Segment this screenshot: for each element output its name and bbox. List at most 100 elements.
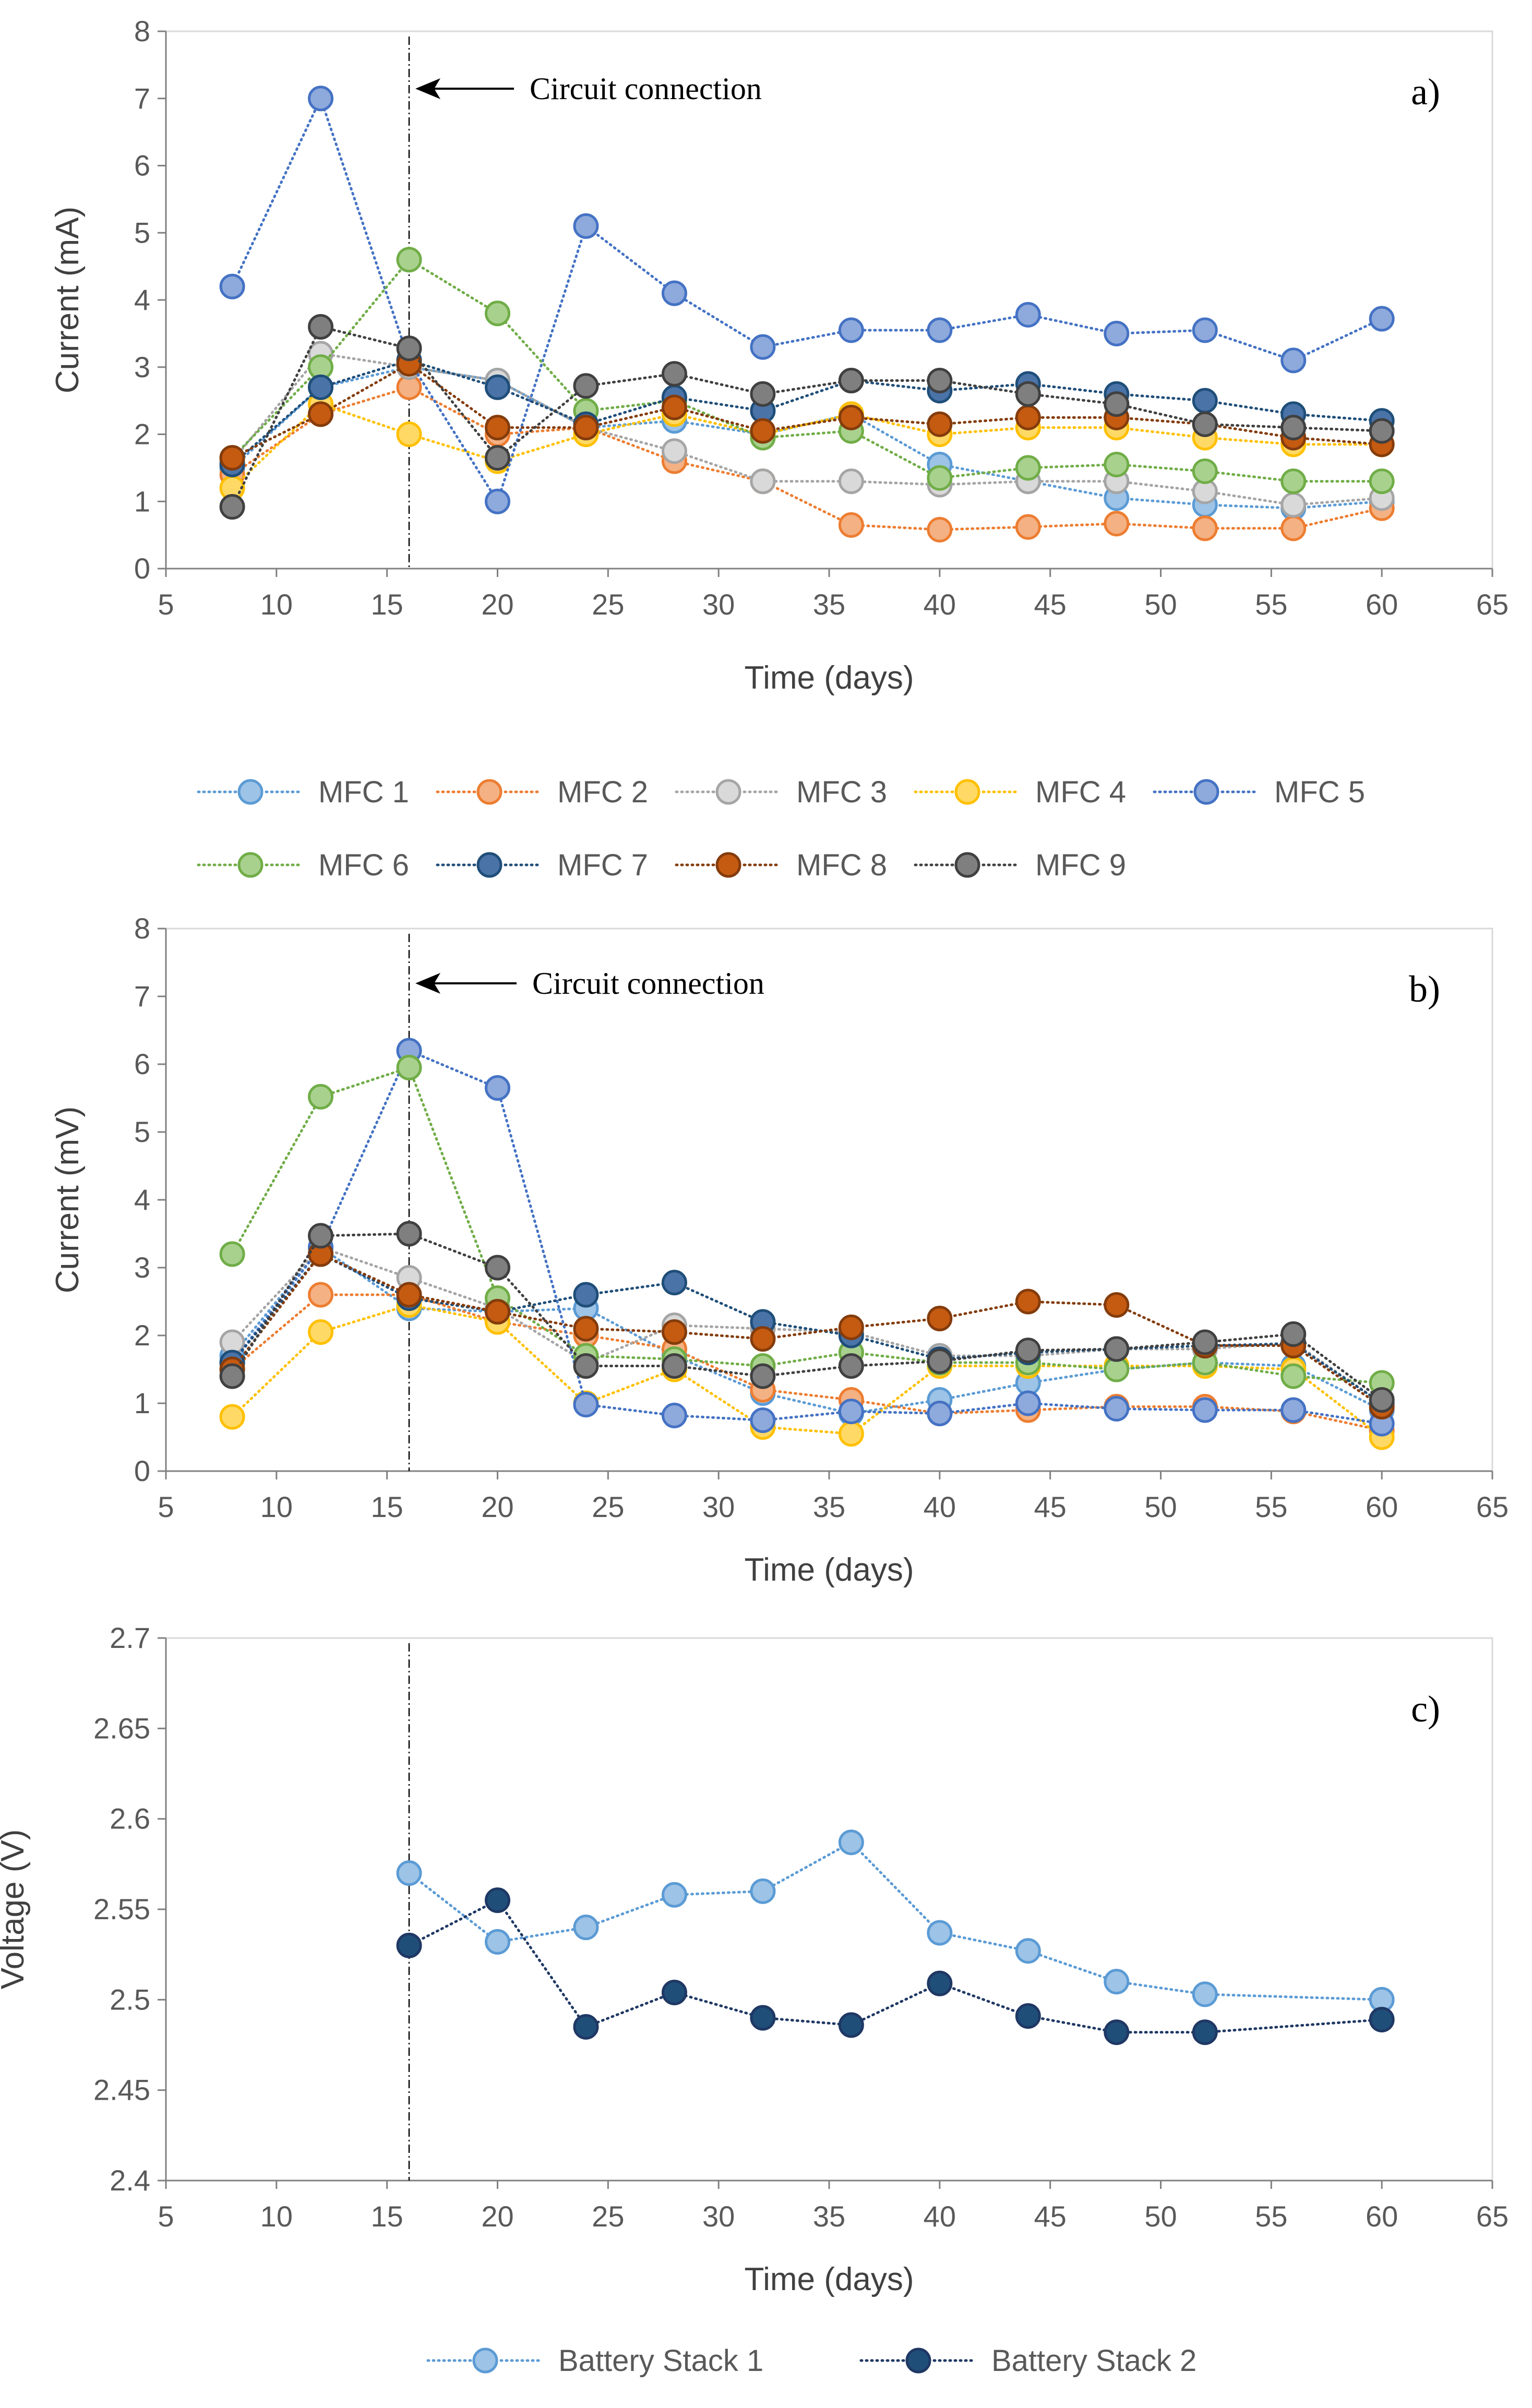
x-tick-label: 35 [813,1490,845,1523]
x-tick-label: 45 [1034,1490,1067,1523]
data-point [485,1255,510,1281]
legend-swatch-marker [237,852,264,878]
x-tick-label: 20 [481,2200,513,2233]
legend-item-mfc-4: MFC 4 [914,775,1126,809]
data-point [927,465,953,491]
series-line [231,1246,1383,1405]
data-point [396,1860,422,1886]
y-tick-label: 0 [134,1454,150,1487]
y-tick-label: 3 [134,1251,150,1284]
data-point [573,213,599,239]
data-point [485,445,510,471]
data-point [308,314,334,340]
x-tick-label: 45 [1034,2200,1067,2233]
data-point [1104,1292,1130,1318]
data-point [573,1353,599,1379]
data-point [838,404,864,430]
y-tick-label: 7 [134,82,150,115]
data-point [1192,1981,1218,2007]
legend-swatch-marker [715,852,741,878]
y-tick-label: 4 [134,283,150,316]
series-mfc-9 [219,1221,1395,1413]
data-point [1015,514,1041,540]
annotation-text: Circuit connection [530,71,762,106]
data-point [1104,1969,1130,1995]
panel-label: c) [1411,1688,1440,1730]
data-point [219,1363,245,1389]
data-point [838,1829,864,1856]
data-point [1280,415,1307,441]
x-tick-label: 35 [813,2200,845,2233]
x-axis-title: Time (days) [745,2261,914,2297]
legend-item-mfc-6: MFC 6 [197,848,409,882]
x-tick-label: 40 [924,2200,956,2233]
x-tick-label: 30 [702,2200,735,2233]
data-point [396,247,422,273]
data-point [1192,458,1218,484]
data-point [1192,1329,1218,1355]
x-tick-label: 60 [1366,2200,1398,2233]
legend-label: MFC 1 [318,775,409,809]
x-tick-label: 15 [371,2200,403,2233]
data-point [1280,492,1307,518]
series-line [231,1252,1383,1408]
data-point [838,512,864,538]
data-point [1369,418,1395,444]
series-line [231,1049,1383,1425]
data-point [750,1878,776,1904]
data-point [308,1282,334,1308]
x-tick-label: 35 [813,588,845,621]
series-line [231,95,1383,505]
legend-item-mfc-5: MFC 5 [1153,775,1365,809]
data-point [661,361,687,387]
data-point [308,401,334,427]
data-point [661,1979,687,2005]
panel-c: 2.4 2.45 2.5 2.55 2.6 2.65 2.7 5 10 15 20 25 30 35 40 4… [0,1621,1509,2297]
x-axis-title: Time (days) [745,660,914,696]
legend-label: MFC 4 [1035,775,1126,809]
data-point [308,1319,334,1345]
series-line [231,402,1383,489]
legend-swatch-marker [905,2347,931,2374]
legend-swatch-marker [954,779,980,805]
x-tick-label: 10 [260,2200,293,2233]
series-line [231,1232,1383,1401]
legend-label: MFC 8 [796,848,887,882]
data-point [485,1929,510,1955]
data-point [485,1075,510,1101]
x-tick-label: 25 [592,1490,624,1523]
data-point [750,1407,776,1433]
x-tick-label: 40 [924,588,956,621]
data-point [219,445,245,471]
x-tick-label: 60 [1366,588,1398,621]
data-point [485,1299,510,1325]
y-tick-label: 8 [134,912,150,945]
y-tick-label: 2.4 [110,2164,150,2197]
y-tick-label: 1 [134,1387,150,1419]
x-tick-label: 20 [481,1490,513,1523]
legend-label: MFC 2 [557,775,648,809]
data-point [396,1932,422,1958]
legend-swatch-marker [715,779,741,805]
x-tick-label: 60 [1366,1490,1398,1523]
y-axis-title: Current (mV) [50,1106,86,1293]
data-point [1192,317,1218,343]
data-point [1192,411,1218,437]
data-point [219,273,245,299]
data-point [1104,1336,1130,1362]
y-tick-label: 5 [134,1115,150,1148]
data-point [838,468,864,495]
data-point [1280,1397,1307,1423]
y-tick-label: 8 [134,15,150,47]
data-point [308,86,334,112]
y-tick-label: 2.5 [110,1983,150,2016]
annotation-text: Circuit connection [532,966,764,1001]
y-tick-label: 2.65 [93,1712,150,1744]
data-point [661,280,687,306]
legend-swatch-marker [476,779,502,805]
data-point [661,1882,687,1908]
series-line [231,258,1383,483]
data-point [485,488,510,514]
data-point [750,1363,776,1389]
data-point [396,1282,422,1308]
